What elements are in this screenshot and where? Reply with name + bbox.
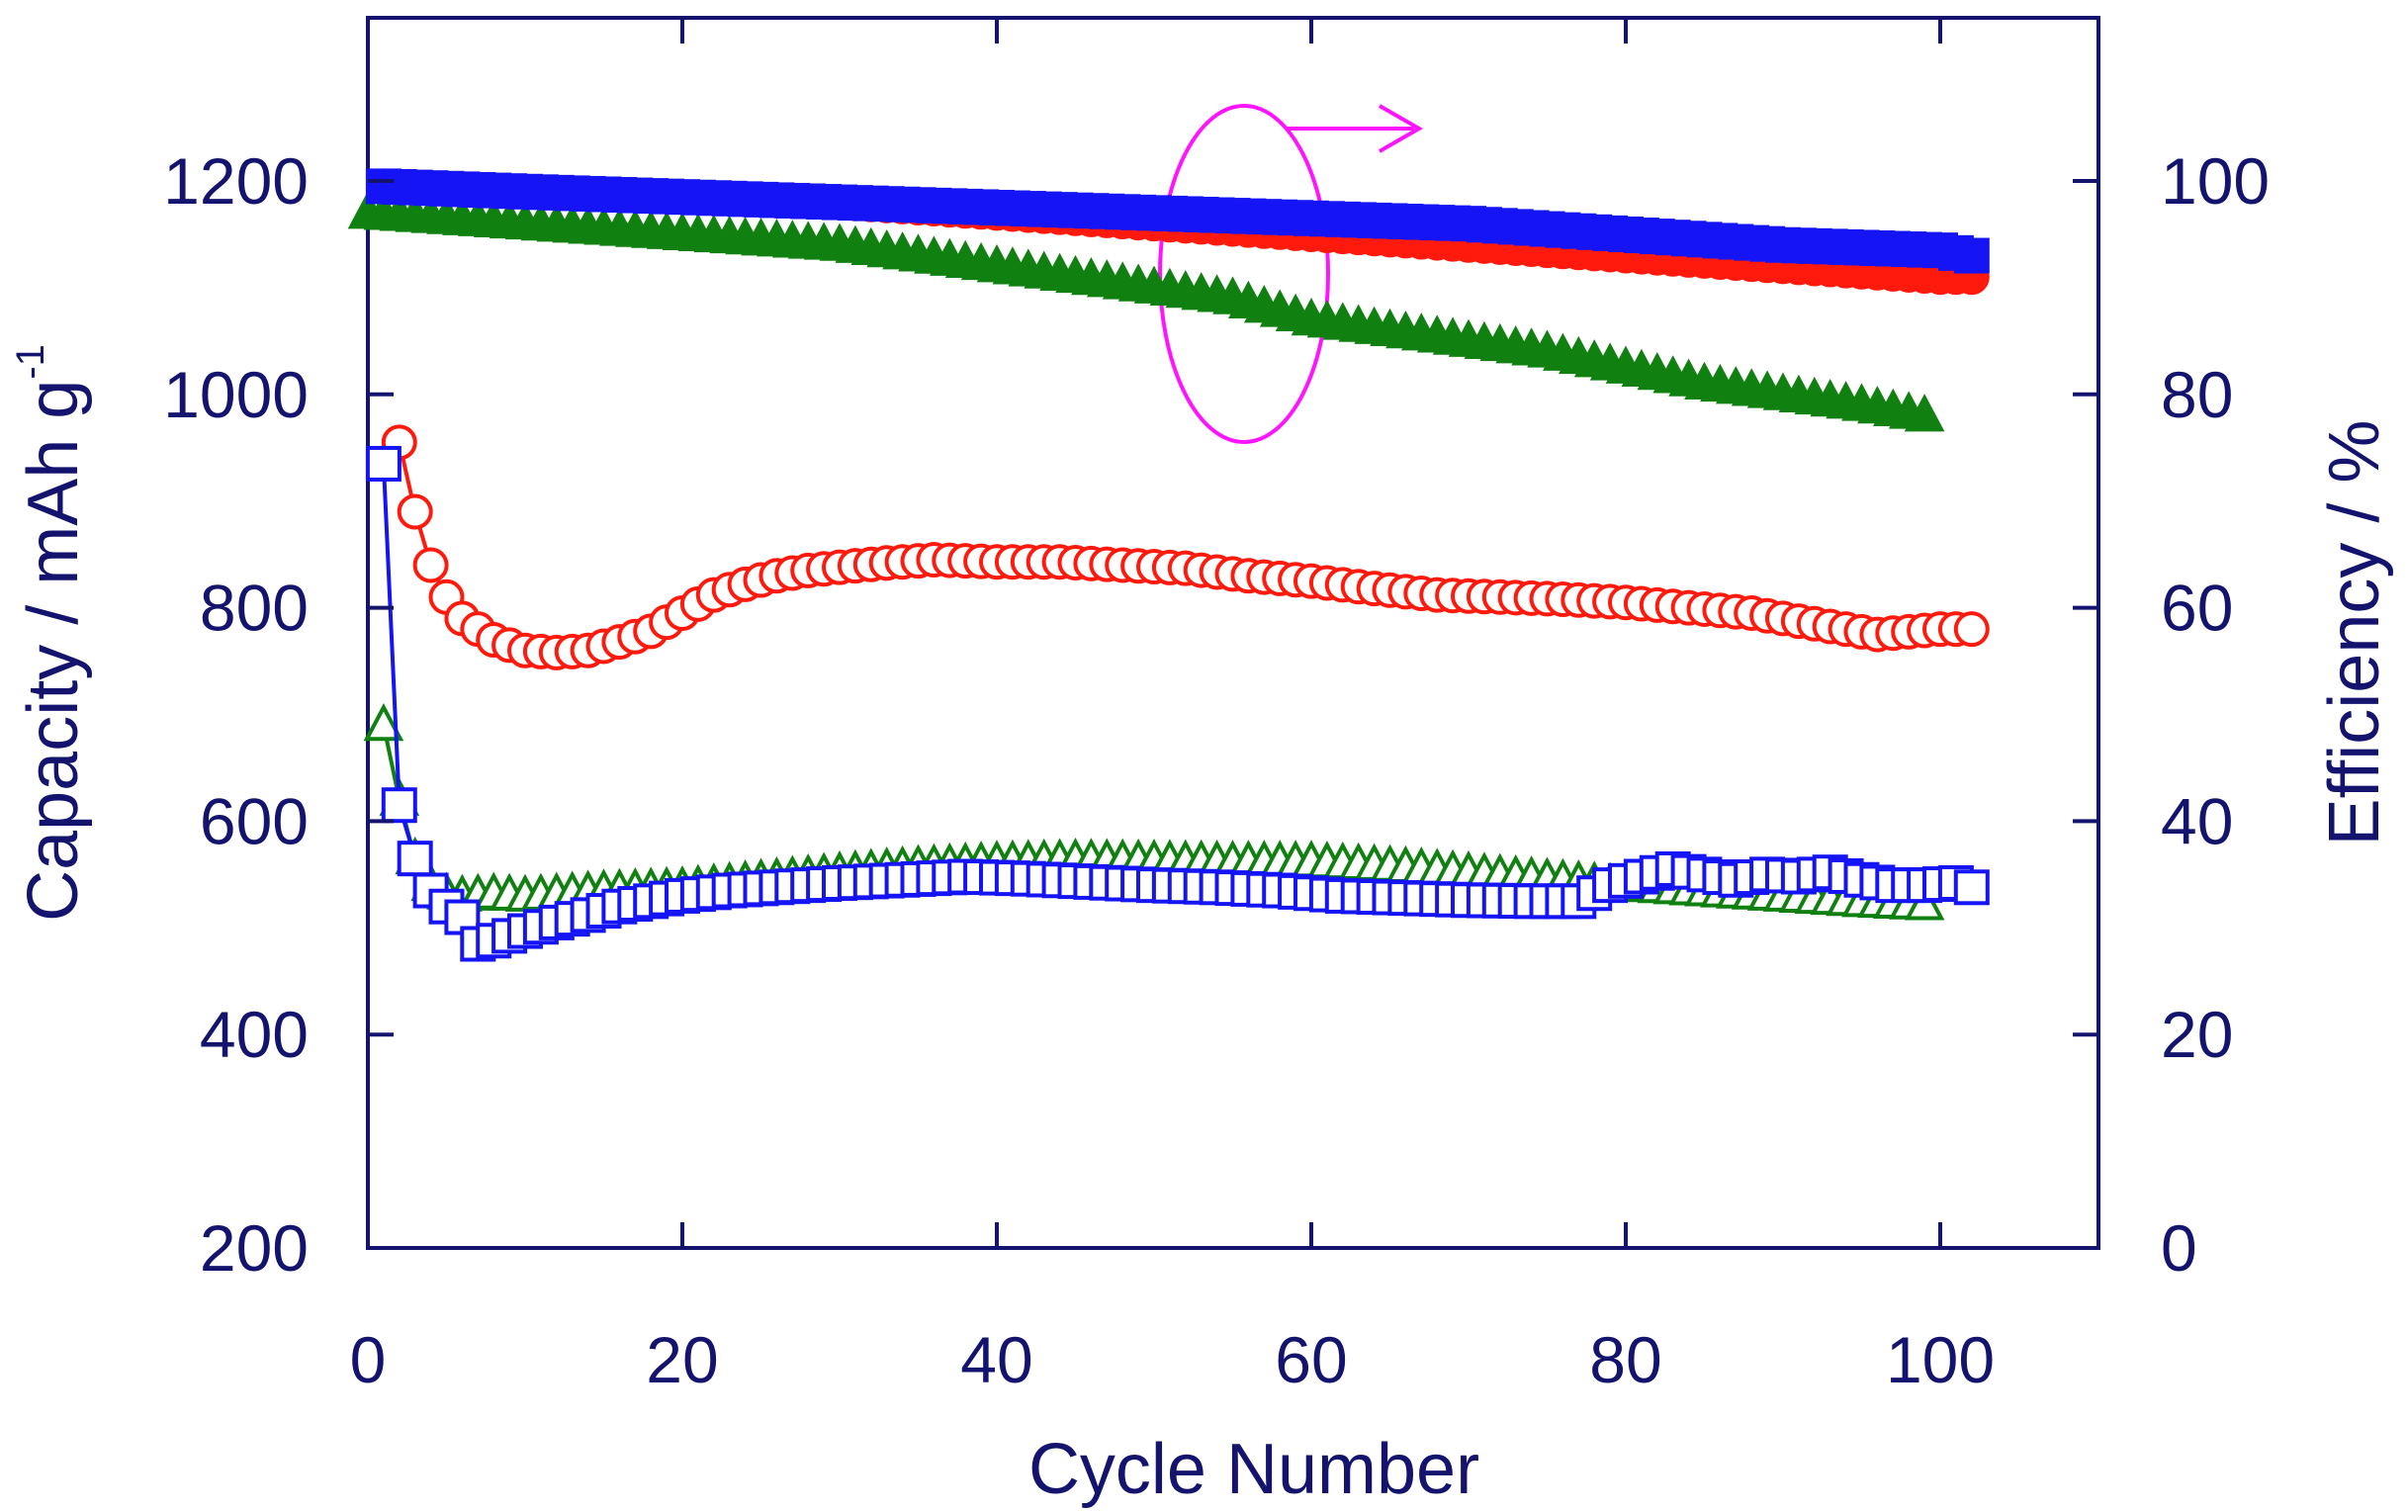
efficiency-blue-filled-squares bbox=[365, 168, 1990, 274]
axes-group bbox=[366, 16, 2100, 1250]
y-left-tick-label: 1200 bbox=[163, 144, 309, 218]
data-point bbox=[363, 703, 404, 742]
data-point bbox=[1953, 869, 1990, 906]
y-left-tick-label: 1000 bbox=[163, 358, 309, 431]
x-tick-label: 40 bbox=[960, 1323, 1032, 1396]
capacity-blue-open-squares bbox=[365, 445, 1990, 962]
y-left-axis-label-sup: -1 bbox=[9, 344, 52, 380]
x-tick-label: 0 bbox=[350, 1323, 387, 1396]
y-right-tick-label: 100 bbox=[2161, 144, 2270, 218]
data-point bbox=[397, 493, 433, 530]
data-point bbox=[365, 445, 401, 482]
data-point bbox=[1904, 394, 1945, 432]
y-right-tick-label: 60 bbox=[2161, 572, 2233, 645]
data-point bbox=[397, 841, 433, 877]
series-group bbox=[347, 168, 1990, 962]
y-right-tick-label: 80 bbox=[2161, 358, 2233, 431]
plot-frame bbox=[366, 16, 2100, 1250]
y-right-tick-label: 0 bbox=[2161, 1211, 2197, 1285]
x-axis-label: Cycle Number bbox=[1028, 1430, 1479, 1509]
annotation-ellipse bbox=[1158, 104, 1330, 444]
annotation-arrow-head bbox=[1379, 104, 1424, 153]
y-left-tick-label: 800 bbox=[200, 572, 309, 645]
y-left-tick-label: 600 bbox=[200, 784, 309, 857]
data-point bbox=[1953, 237, 1990, 274]
data-point bbox=[381, 787, 417, 824]
y-left-axis-label-main: Capacity / mAh g bbox=[14, 380, 93, 922]
data-point bbox=[412, 547, 449, 583]
x-tick-label: 20 bbox=[646, 1323, 718, 1396]
annotation-group bbox=[1158, 104, 1424, 444]
y-right-tick-label: 40 bbox=[2161, 784, 2233, 857]
x-tick-label: 100 bbox=[1886, 1323, 1995, 1396]
x-tick-label: 80 bbox=[1589, 1323, 1661, 1396]
ticks-group: 0 20 40 60 80 100 200 400 600 800 1000 1200 0 20 40 60 8… bbox=[163, 18, 2270, 1396]
y-left-axis-label: Capacity / mAh g-1 bbox=[9, 344, 93, 922]
data-point bbox=[1953, 611, 1990, 648]
x-tick-label: 60 bbox=[1275, 1323, 1347, 1396]
y-right-axis-label: Efficiency / % bbox=[2315, 420, 2394, 846]
efficiency-green-filled-triangles bbox=[347, 191, 1945, 432]
y-right-tick-label: 20 bbox=[2161, 998, 2233, 1071]
y-left-tick-label: 200 bbox=[200, 1211, 309, 1285]
capacity-red-open-circles bbox=[381, 424, 1990, 670]
y-left-tick-label: 400 bbox=[200, 998, 309, 1071]
